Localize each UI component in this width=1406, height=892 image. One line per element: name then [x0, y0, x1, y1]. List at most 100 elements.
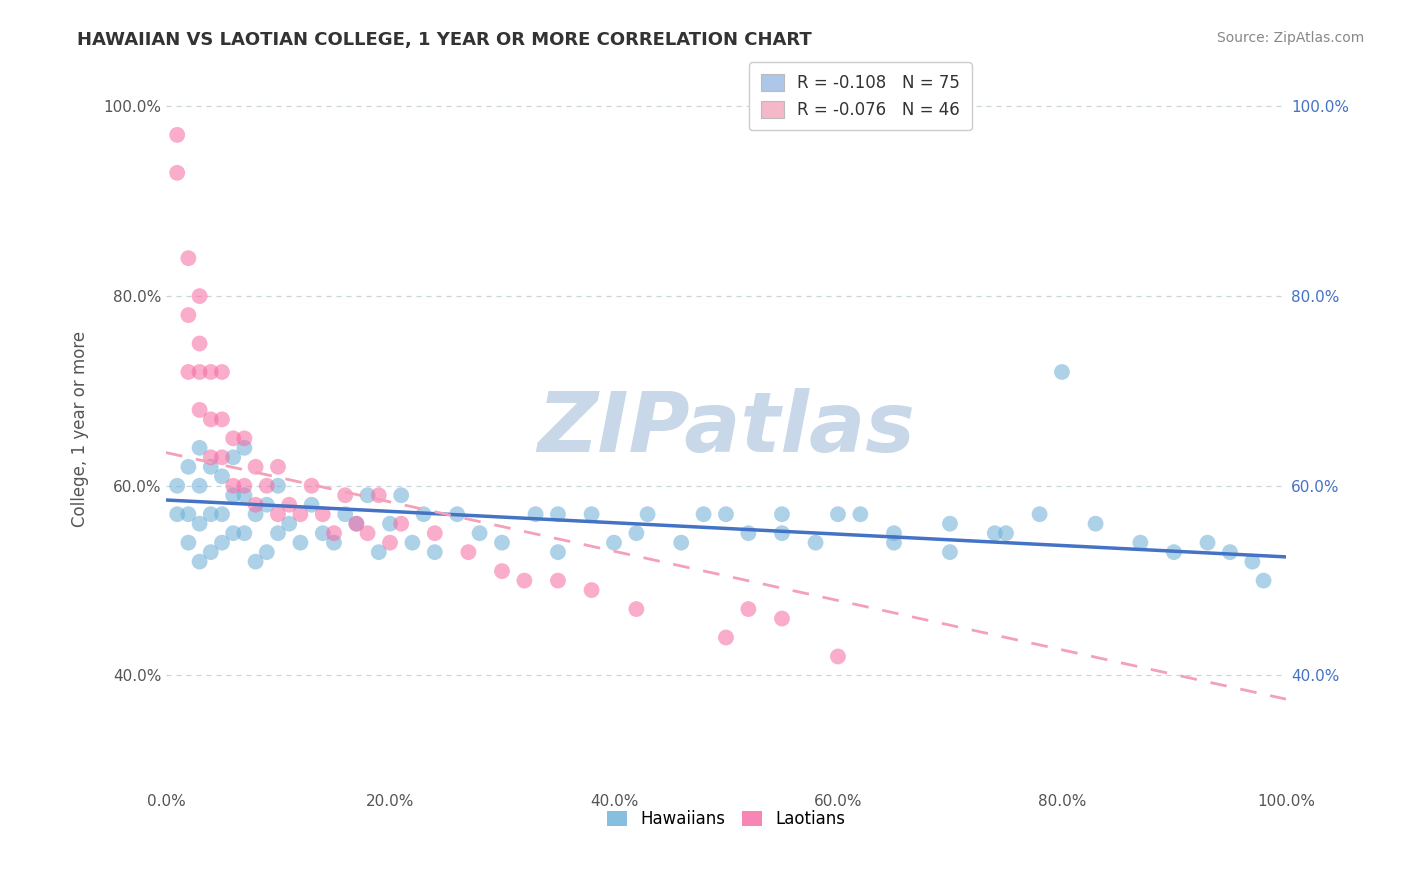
Point: [211, 412, 233, 426]
Point: [827, 649, 849, 664]
Point: [770, 611, 793, 625]
Point: [312, 507, 335, 521]
Point: [233, 479, 256, 493]
Point: [513, 574, 536, 588]
Point: [200, 365, 222, 379]
Point: [581, 507, 603, 521]
Point: [312, 526, 335, 541]
Point: [211, 365, 233, 379]
Point: [188, 516, 211, 531]
Point: [290, 507, 312, 521]
Point: [603, 535, 626, 549]
Point: [547, 574, 569, 588]
Point: [356, 488, 378, 502]
Text: ZIPatlas: ZIPatlas: [537, 388, 915, 469]
Point: [367, 545, 389, 559]
Point: [323, 535, 346, 549]
Point: [669, 535, 692, 549]
Point: [200, 507, 222, 521]
Point: [1084, 516, 1107, 531]
Point: [1241, 555, 1264, 569]
Point: [233, 526, 256, 541]
Point: [1028, 507, 1050, 521]
Point: [344, 516, 367, 531]
Point: [166, 128, 188, 142]
Point: [770, 507, 793, 521]
Point: [233, 488, 256, 502]
Point: [177, 535, 200, 549]
Point: [177, 308, 200, 322]
Point: [1129, 535, 1152, 549]
Point: [267, 507, 290, 521]
Point: [401, 535, 423, 549]
Point: [637, 507, 659, 521]
Point: [301, 479, 323, 493]
Point: [177, 459, 200, 474]
Point: [222, 479, 245, 493]
Point: [389, 516, 412, 531]
Point: [883, 526, 905, 541]
Point: [177, 365, 200, 379]
Point: [1197, 535, 1219, 549]
Point: [737, 602, 759, 616]
Point: [290, 535, 312, 549]
Point: [233, 441, 256, 455]
Point: [423, 526, 446, 541]
Point: [323, 526, 346, 541]
Point: [222, 450, 245, 465]
Point: [626, 602, 648, 616]
Point: [939, 516, 962, 531]
Point: [389, 488, 412, 502]
Point: [344, 516, 367, 531]
Point: [211, 450, 233, 465]
Point: [335, 488, 357, 502]
Point: [378, 516, 401, 531]
Point: [1163, 545, 1185, 559]
Point: [356, 526, 378, 541]
Point: [188, 365, 211, 379]
Point: [188, 336, 211, 351]
Point: [335, 507, 357, 521]
Point: [211, 507, 233, 521]
Point: [626, 526, 648, 541]
Point: [188, 289, 211, 303]
Point: [177, 507, 200, 521]
Point: [770, 526, 793, 541]
Point: [211, 535, 233, 549]
Point: [245, 555, 267, 569]
Point: [581, 583, 603, 598]
Point: [378, 535, 401, 549]
Point: [222, 526, 245, 541]
Point: [547, 507, 569, 521]
Legend: Hawaiians, Laotians: Hawaiians, Laotians: [600, 804, 852, 835]
Point: [446, 507, 468, 521]
Point: [267, 459, 290, 474]
Point: [737, 526, 759, 541]
Point: [1050, 365, 1073, 379]
Point: [200, 545, 222, 559]
Point: [301, 498, 323, 512]
Point: [200, 450, 222, 465]
Point: [256, 545, 278, 559]
Point: [1219, 545, 1241, 559]
Point: [524, 507, 547, 521]
Point: [166, 479, 188, 493]
Point: [245, 507, 267, 521]
Point: [827, 507, 849, 521]
Point: [457, 545, 479, 559]
Point: [245, 498, 267, 512]
Point: [233, 431, 256, 445]
Text: Source: ZipAtlas.com: Source: ZipAtlas.com: [1216, 31, 1364, 45]
Point: [883, 535, 905, 549]
Point: [211, 469, 233, 483]
Point: [491, 535, 513, 549]
Point: [166, 507, 188, 521]
Point: [714, 631, 737, 645]
Point: [491, 564, 513, 578]
Point: [1253, 574, 1275, 588]
Point: [267, 526, 290, 541]
Point: [188, 403, 211, 417]
Point: [278, 516, 301, 531]
Point: [804, 535, 827, 549]
Point: [412, 507, 434, 521]
